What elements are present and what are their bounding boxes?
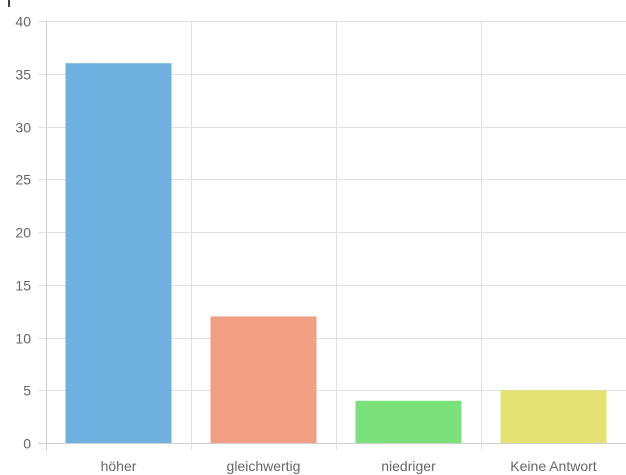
- y-axis-ticks: 0 5 10 15 20 25 30 35 40: [15, 14, 31, 452]
- y-tick-label: 40: [15, 14, 31, 30]
- bars: [65, 63, 607, 443]
- x-tick-label: gleichwertig: [227, 458, 301, 474]
- bar: [65, 63, 172, 443]
- y-tick-label: 30: [15, 120, 31, 136]
- x-axis-ticks: höher gleichwertig niedriger Keine Antwort: [101, 458, 597, 474]
- bar: [355, 400, 462, 443]
- x-tick-label: Keine Antwort: [510, 458, 596, 474]
- bar: [210, 316, 317, 443]
- y-tick-label: 15: [15, 278, 31, 294]
- y-tick-label: 0: [23, 436, 31, 452]
- y-tick-label: 25: [15, 172, 31, 188]
- x-tick-label: niedriger: [381, 458, 436, 474]
- y-tick-label: 35: [15, 67, 31, 83]
- x-tick-label: höher: [101, 458, 137, 474]
- y-tick-label: 5: [23, 383, 31, 399]
- y-tick-label: 20: [15, 225, 31, 241]
- y-tick-label: 10: [15, 331, 31, 347]
- bar: [500, 390, 607, 443]
